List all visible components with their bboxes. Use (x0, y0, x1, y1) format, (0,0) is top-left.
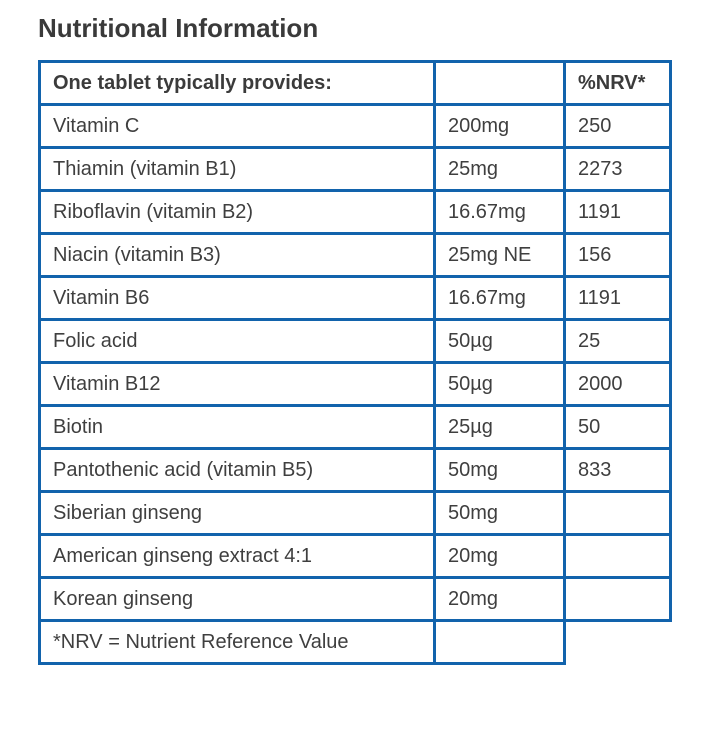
amount-cell: 50mg (433, 447, 566, 493)
amount-cell: 50mg (433, 490, 566, 536)
nutrient-name-cell: American ginseng extract 4:1 (38, 533, 436, 579)
nrv-cell: 156 (563, 232, 672, 278)
nutrition-table: One tablet typically provides: %NRV* Vit… (38, 60, 672, 665)
nrv-cell: 250 (563, 103, 672, 149)
footnote-cell: *NRV = Nutrient Reference Value (38, 619, 436, 665)
header-nrv-cell: %NRV* (563, 60, 672, 106)
table-row: Folic acid 50µg 25 (38, 318, 672, 364)
amount-cell: 16.67mg (433, 189, 566, 235)
table-row: Niacin (vitamin B3) 25mg NE 156 (38, 232, 672, 278)
amount-cell: 25mg NE (433, 232, 566, 278)
nutrient-name-cell: Folic acid (38, 318, 436, 364)
amount-cell: 50µg (433, 361, 566, 407)
table-row: Vitamin B6 16.67mg 1191 (38, 275, 672, 321)
table-row: Korean ginseng 20mg (38, 576, 672, 622)
table-row: Thiamin (vitamin B1) 25mg 2273 (38, 146, 672, 192)
nutrient-name-cell: Biotin (38, 404, 436, 450)
table-row: Vitamin B12 50µg 2000 (38, 361, 672, 407)
nutrient-name-cell: Riboflavin (vitamin B2) (38, 189, 436, 235)
nrv-cell (563, 576, 672, 622)
table-row: American ginseng extract 4:1 20mg (38, 533, 672, 579)
header-amount-cell (433, 60, 566, 106)
amount-cell: 25µg (433, 404, 566, 450)
nutrient-name-cell: Pantothenic acid (vitamin B5) (38, 447, 436, 493)
nutrient-name-cell: Thiamin (vitamin B1) (38, 146, 436, 192)
nutrient-name-cell: Vitamin B12 (38, 361, 436, 407)
nutrient-name-cell: Korean ginseng (38, 576, 436, 622)
nutrient-name-cell: Niacin (vitamin B3) (38, 232, 436, 278)
footnote-empty-cell (433, 619, 566, 665)
nrv-cell: 50 (563, 404, 672, 450)
amount-cell: 50µg (433, 318, 566, 364)
nrv-cell: 1191 (563, 275, 672, 321)
nrv-cell (563, 533, 672, 579)
nutrient-name-cell: Vitamin B6 (38, 275, 436, 321)
nrv-cell: 1191 (563, 189, 672, 235)
nrv-cell (563, 490, 672, 536)
nutrient-name-cell: Vitamin C (38, 103, 436, 149)
nrv-cell: 2000 (563, 361, 672, 407)
nrv-cell: 25 (563, 318, 672, 364)
nrv-cell: 833 (563, 447, 672, 493)
header-row: One tablet typically provides: %NRV* (38, 60, 672, 106)
header-provides-cell: One tablet typically provides: (38, 60, 436, 106)
nrv-cell: 2273 (563, 146, 672, 192)
table-row: Siberian ginseng 50mg (38, 490, 672, 536)
amount-cell: 25mg (433, 146, 566, 192)
page-title: Nutritional Information (38, 13, 319, 43)
table-row: Vitamin C 200mg 250 (38, 103, 672, 149)
amount-cell: 20mg (433, 576, 566, 622)
nutrient-name-cell: Siberian ginseng (38, 490, 436, 536)
amount-cell: 200mg (433, 103, 566, 149)
footnote-row: *NRV = Nutrient Reference Value (38, 619, 671, 665)
table-row: Biotin 25µg 50 (38, 404, 672, 450)
amount-cell: 16.67mg (433, 275, 566, 321)
table-row: Pantothenic acid (vitamin B5) 50mg 833 (38, 447, 672, 493)
table-row: Riboflavin (vitamin B2) 16.67mg 1191 (38, 189, 672, 235)
amount-cell: 20mg (433, 533, 566, 579)
